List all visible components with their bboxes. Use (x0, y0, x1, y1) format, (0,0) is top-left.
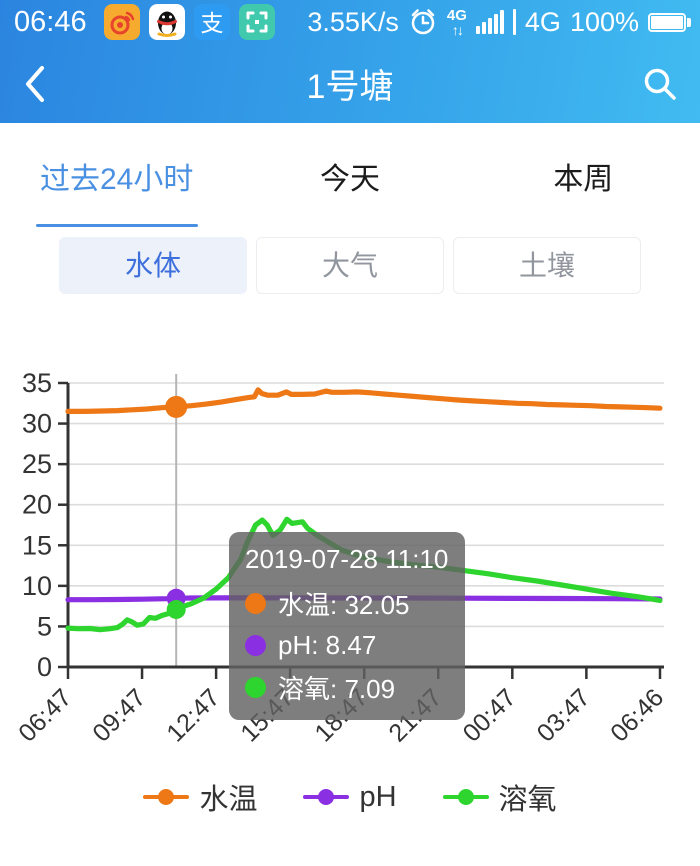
do-marker (166, 599, 186, 619)
temp-marker (165, 395, 188, 418)
x-tick-label: 00:47 (458, 683, 522, 747)
legend-item-ph[interactable]: pH (303, 781, 397, 814)
alipay-icon: 支 (193, 4, 230, 40)
network-speed: 3.55K/s (307, 6, 399, 37)
y-tick-label: 35 (22, 368, 52, 398)
x-tick-label: 06:46 (605, 683, 669, 747)
status-bar: 06:46 支 (0, 0, 700, 44)
app-header: 1号塘 (0, 44, 700, 123)
temp-legend-marker-icon (143, 789, 190, 805)
tab-last-24h[interactable]: 过去24小时 (0, 123, 233, 227)
svg-text:支: 支 (200, 10, 223, 36)
do-dot-icon (245, 677, 266, 698)
tab-label: 本周 (553, 163, 614, 196)
do-line (65, 516, 663, 633)
chart-tooltip: 2019-07-28 11:10 水温: 32.05 pH: 8.47 溶氧: … (229, 532, 465, 720)
temp-line (65, 387, 663, 414)
x-tick-label: 12:47 (161, 683, 225, 747)
back-button[interactable] (22, 63, 48, 105)
x-tick-label: 06:47 (13, 683, 77, 747)
legend-item-temp[interactable]: 水温 (143, 776, 257, 818)
signal-divider-bar (512, 9, 516, 35)
period-tabs: 过去24小时 今天 本周 (0, 123, 700, 227)
x-tick-label: 09:47 (87, 683, 151, 747)
subtab-atmosphere[interactable]: 大气 (256, 237, 444, 294)
tooltip-row-temp: 水温: 32.05 (245, 585, 449, 622)
scan-icon (238, 4, 275, 40)
y-tick-label: 0 (37, 652, 52, 682)
tab-label: 过去24小时 (39, 163, 194, 196)
alarm-clock-icon (411, 9, 435, 35)
search-button[interactable] (642, 66, 678, 102)
y-tick-label: 25 (22, 449, 52, 479)
active-tab-underline (35, 224, 198, 227)
tooltip-row-do: 溶氧: 7.09 (245, 669, 449, 706)
clock-time: 06:46 (14, 5, 87, 38)
chart-legend: 水温 pH 溶氧 (0, 776, 700, 818)
tooltip-row-ph: pH: 8.47 (245, 630, 449, 661)
tab-label: 今天 (319, 163, 380, 196)
page-title: 1号塘 (306, 68, 394, 106)
battery-percent: 100% (569, 6, 639, 37)
sim-network-indicator: 4G ↑↓ (446, 6, 467, 38)
legend-item-do[interactable]: 溶氧 (442, 776, 557, 818)
network-type: 4G (524, 6, 561, 37)
notification-app-icons: 支 (103, 4, 275, 40)
temp-dot-icon (245, 593, 266, 614)
tooltip-datetime: 2019-07-28 11:10 (245, 544, 449, 574)
y-tick-label: 15 (22, 530, 52, 560)
y-tick-label: 5 (37, 611, 52, 641)
qq-icon (148, 4, 185, 40)
top-header-area: 06:46 支 (0, 0, 700, 123)
tab-this-week[interactable]: 本周 (467, 123, 700, 227)
y-tick-label: 20 (22, 490, 52, 520)
ph-dot-icon (245, 635, 266, 656)
category-subtabs: 水体 大气 土壤 (0, 237, 700, 294)
line-chart-canvas[interactable]: 0510152025303506:4709:4712:4715:4718:472… (0, 360, 700, 760)
x-tick-label: 03:47 (532, 683, 596, 747)
subtab-soil[interactable]: 土壤 (453, 237, 641, 294)
do-legend-marker-icon (442, 789, 489, 805)
battery-icon (648, 12, 691, 32)
y-tick-label: 10 (22, 571, 52, 601)
subtab-water[interactable]: 水体 (59, 237, 247, 294)
tab-today[interactable]: 今天 (233, 123, 466, 227)
ph-legend-marker-icon (303, 789, 350, 805)
sensor-chart: 0510152025303506:4709:4712:4715:4718:472… (0, 360, 700, 760)
signal-bars-icon (475, 10, 504, 34)
y-tick-label: 30 (22, 409, 52, 439)
weibo-icon (103, 4, 140, 40)
